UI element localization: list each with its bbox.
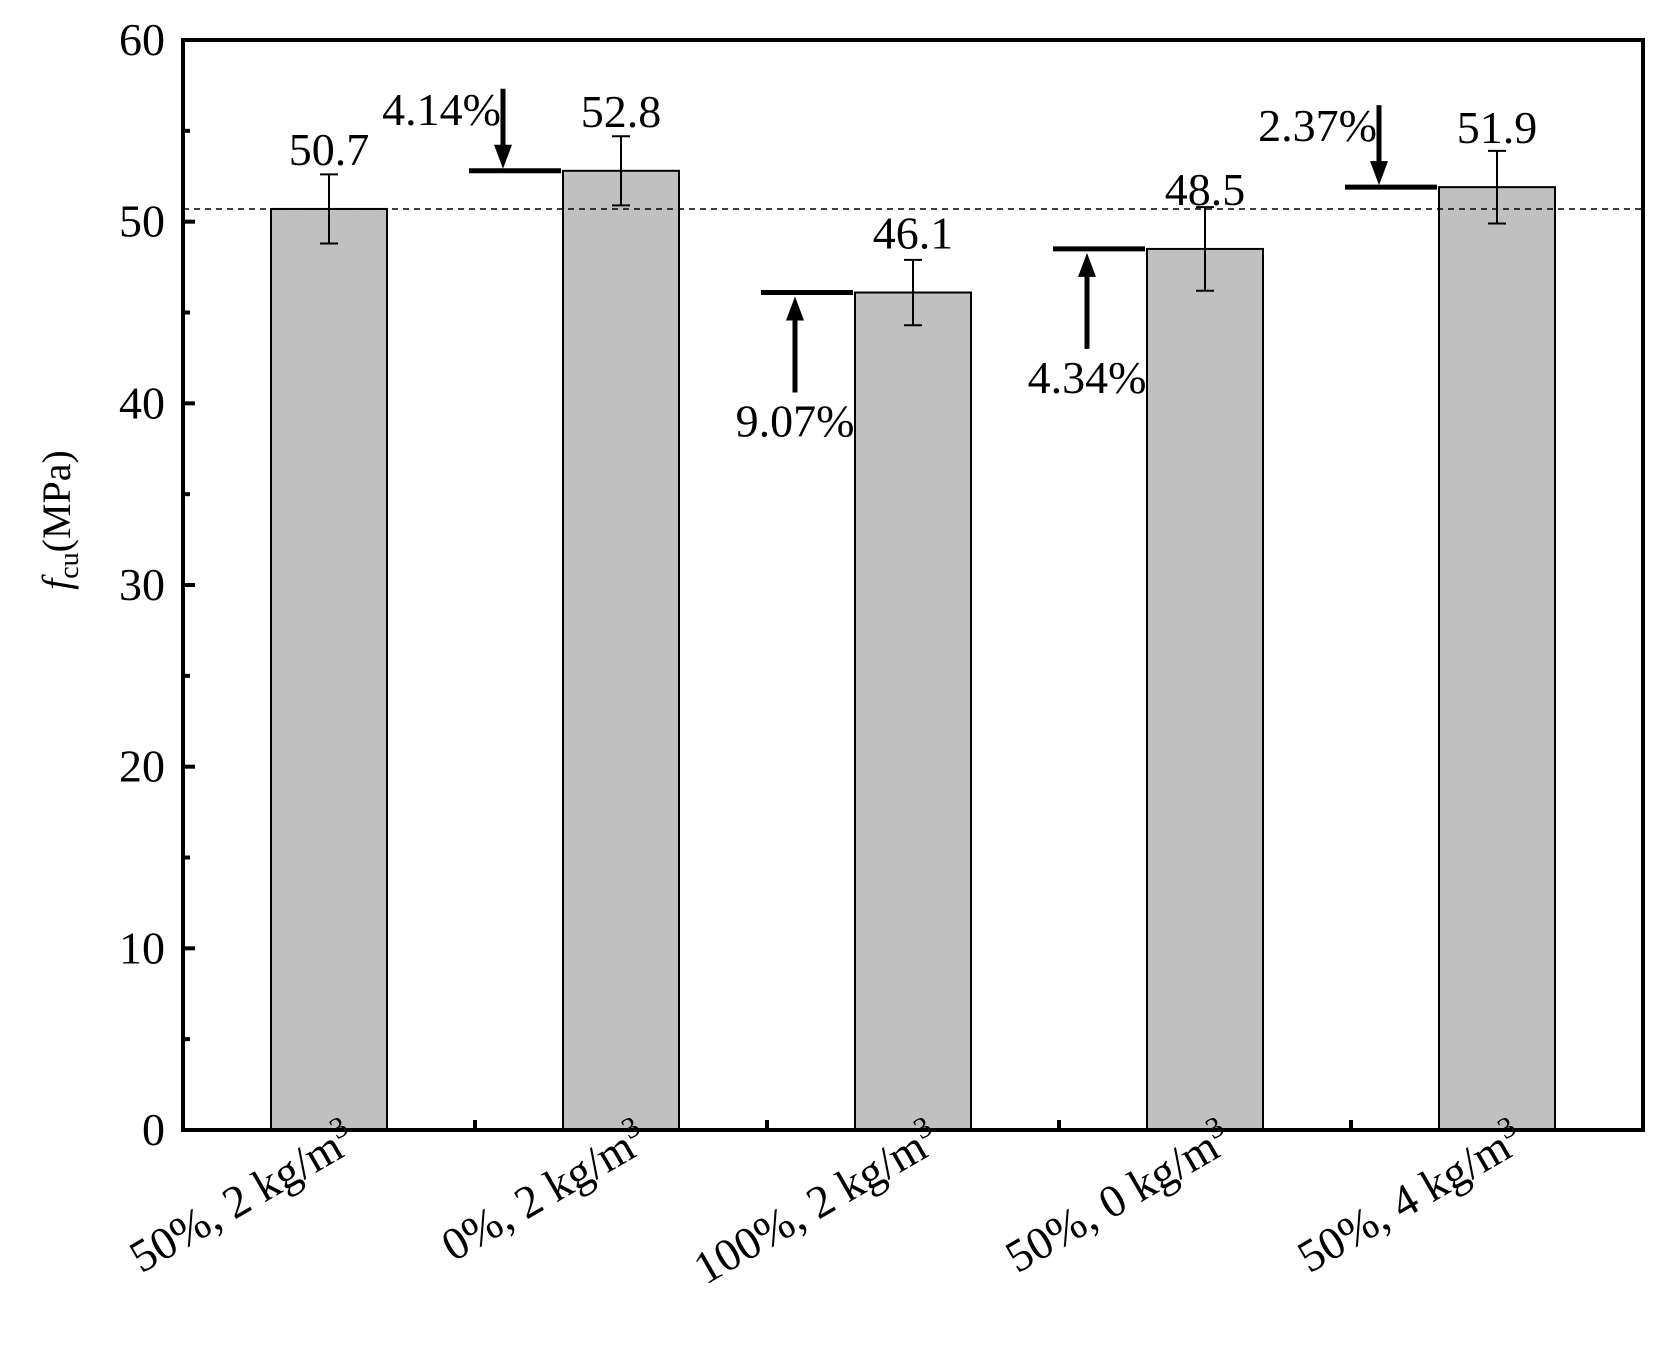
- annotation-arrowhead: [1078, 252, 1096, 277]
- x-tick-label-main: 50%, 4 kg/m: [1289, 1120, 1519, 1282]
- x-tick-label-main: 100%, 2 kg/m: [685, 1120, 935, 1294]
- x-tick-label-main: 50%, 0 kg/m: [997, 1120, 1227, 1282]
- y-tick-label: 60: [119, 14, 165, 65]
- value-label: 51.9: [1457, 102, 1538, 153]
- bar: [1146, 247, 1264, 1131]
- y-tick-label: 50: [119, 196, 165, 247]
- x-tick-label-main: 0%, 2 kg/m: [433, 1120, 643, 1271]
- annotation-label: 2.37%: [1258, 100, 1377, 151]
- x-tick-label: 0%, 2 kg/m3: [431, 1110, 656, 1271]
- y-tick-label: 0: [142, 1104, 165, 1155]
- bar: [562, 169, 680, 1132]
- bar: [854, 291, 972, 1131]
- y-tick-label: 20: [119, 741, 165, 792]
- annotation-arrowhead: [786, 296, 804, 321]
- value-label: 50.7: [289, 124, 370, 175]
- y-axis-label-subscript: cu: [54, 552, 85, 578]
- x-tick-label: 100%, 2 kg/m3: [683, 1110, 948, 1294]
- annotation-label: 4.14%: [382, 84, 501, 135]
- x-tick-label: 50%, 4 kg/m3: [1287, 1110, 1532, 1282]
- plot-area: 50.7 52.8 46.1 48.5 51.9 4.14% 9.07% 4.34% 2.37%…: [119, 14, 1645, 1294]
- y-axis-label: fcu(MPa): [34, 450, 85, 590]
- bar: [270, 207, 388, 1131]
- annotation-arrowhead: [1370, 161, 1388, 186]
- y-tick-label: 10: [119, 922, 165, 973]
- value-label: 46.1: [873, 208, 954, 259]
- y-tick-label: 30: [119, 559, 165, 610]
- value-label: 48.5: [1165, 164, 1246, 215]
- bar: [1438, 186, 1556, 1131]
- y-axis-label-unit: (MPa): [34, 450, 79, 552]
- annotation-arrowhead: [494, 144, 512, 169]
- annotation-label: 4.34%: [1028, 352, 1147, 403]
- x-tick-label: 50%, 0 kg/m3: [995, 1110, 1240, 1282]
- annotation-label: 9.07%: [736, 396, 855, 447]
- y-tick-label: 40: [119, 377, 165, 428]
- value-label: 52.8: [581, 86, 662, 137]
